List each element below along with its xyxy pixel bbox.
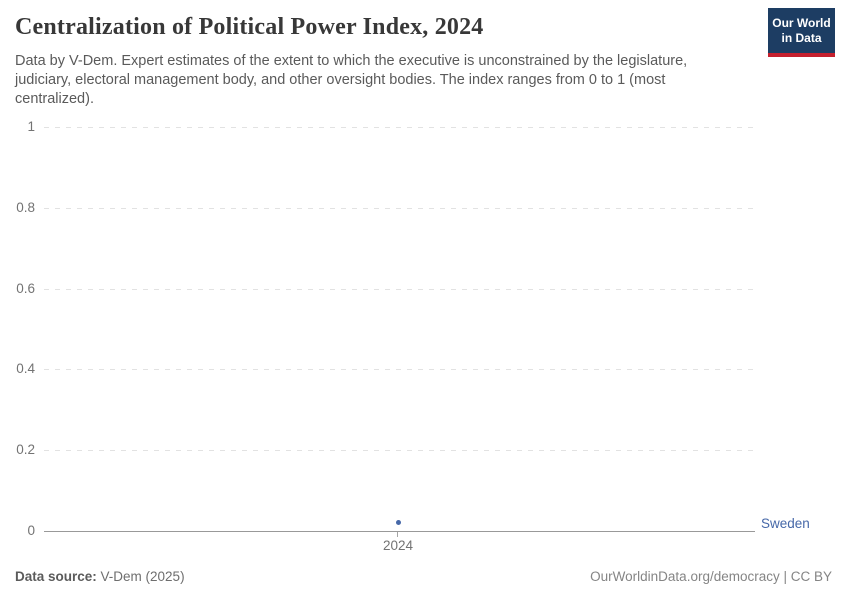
owid-logo[interactable]: Our World in Data [768,8,835,57]
data-source-line: Data source: V-Dem (2025) [15,569,185,584]
y-axis-tick-label: 1 [27,119,35,134]
x-axis-tick [397,531,398,537]
x-axis-tick-label: 2024 [382,538,414,553]
chart-footer: Data source: V-Dem (2025) OurWorldinData… [15,569,832,584]
gridline [44,127,755,128]
data-point[interactable] [395,520,401,526]
credit-link[interactable]: OurWorldinData.org/democracy | CC BY [590,569,832,584]
owid-logo-line2: in Data [781,31,822,45]
y-axis-tick-label: 0 [27,523,35,538]
data-source-value: V-Dem (2025) [96,569,185,584]
chart-plot: 2024 Sweden 1 0.8 0.6 0.4 0.2 0 [0,110,850,570]
y-axis-tick-label: 0.6 [16,280,35,296]
y-axis-tick-label: 0.2 [16,442,35,458]
y-axis-tick-label: 0.8 [16,199,35,215]
gridline [44,288,755,290]
y-axis-tick-label: 0.4 [16,361,35,377]
owid-logo-line1: Our World [772,16,831,30]
page-title: Centralization of Political Power Index,… [15,14,484,40]
entity-label[interactable]: Sweden [761,515,810,531]
gridline [44,369,755,371]
data-source-label: Data source: [15,569,97,584]
chart-subtitle: Data by V-Dem. Expert estimates of the e… [15,53,688,107]
gridline [44,207,755,209]
x-axis-line [44,531,755,532]
gridline [44,450,755,452]
